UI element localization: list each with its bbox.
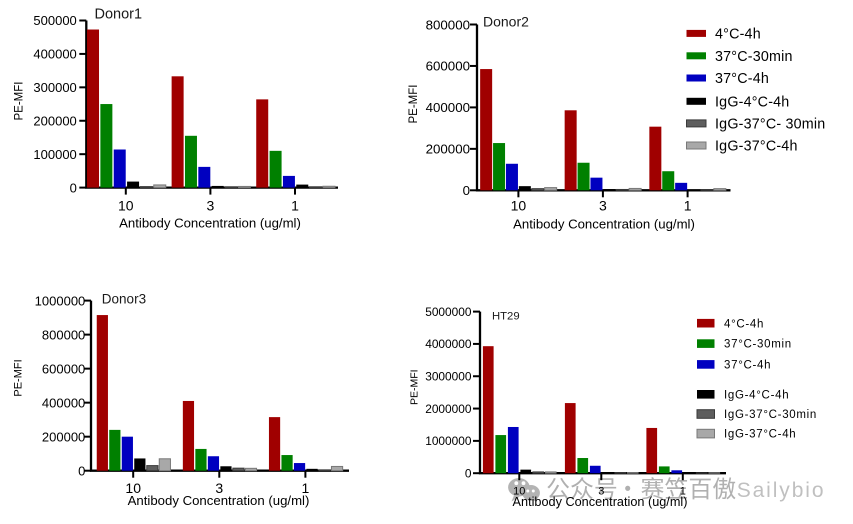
- svg-text:37°C-30min: 37°C-30min: [724, 339, 792, 351]
- svg-text:400000: 400000: [42, 395, 85, 410]
- svg-text:1: 1: [302, 480, 310, 496]
- svg-text:600000: 600000: [42, 361, 85, 376]
- svg-text:37°C-30min: 37°C-30min: [715, 49, 793, 65]
- svg-text:PE-MFI: PE-MFI: [408, 85, 420, 124]
- svg-text:500000: 500000: [33, 13, 76, 28]
- svg-text:4°C-4h: 4°C-4h: [724, 318, 764, 330]
- svg-text:IgG-4°C-4h: IgG-4°C-4h: [715, 94, 789, 110]
- svg-text:IgG-37°C-30min: IgG-37°C-30min: [724, 409, 817, 421]
- svg-text:4°C-4h: 4°C-4h: [715, 27, 761, 43]
- svg-text:400000: 400000: [426, 100, 470, 115]
- svg-text:200000: 200000: [426, 142, 470, 157]
- svg-text:2000000: 2000000: [425, 402, 472, 416]
- svg-text:1000000: 1000000: [425, 434, 472, 448]
- svg-text:Antibody Concentration (ug/ml): Antibody Concentration (ug/ml): [128, 493, 310, 508]
- svg-text:Antibody Concentration (ug/ml): Antibody Concentration (ug/ml): [513, 216, 695, 231]
- svg-text:10: 10: [118, 198, 134, 214]
- svg-text:Donor2: Donor2: [483, 13, 529, 29]
- svg-text:Antibody Concentration (ug/ml): Antibody Concentration (ug/ml): [119, 216, 301, 231]
- svg-text:10: 10: [511, 197, 527, 213]
- svg-text:37°C-4h: 37°C-4h: [724, 360, 771, 372]
- svg-text:IgG-37°C-4h: IgG-37°C-4h: [715, 139, 798, 155]
- svg-text:0: 0: [463, 183, 470, 198]
- svg-text:PE-MFI: PE-MFI: [13, 359, 25, 396]
- svg-text:IgG-4°C-4h: IgG-4°C-4h: [724, 389, 789, 401]
- svg-text:3: 3: [598, 485, 604, 497]
- svg-text:1: 1: [291, 198, 299, 214]
- svg-text:Donor1: Donor1: [95, 7, 143, 23]
- svg-text:600000: 600000: [426, 59, 470, 74]
- svg-text:3: 3: [207, 198, 215, 214]
- svg-text:800000: 800000: [426, 17, 470, 32]
- svg-text:1000000: 1000000: [35, 293, 86, 308]
- svg-text:37°C-4h: 37°C-4h: [715, 71, 769, 87]
- svg-text:3: 3: [215, 480, 223, 496]
- svg-text:10: 10: [125, 480, 141, 496]
- svg-text:0: 0: [465, 466, 472, 480]
- svg-text:PE-MFI: PE-MFI: [408, 369, 420, 405]
- svg-text:3: 3: [599, 197, 607, 213]
- svg-text:100000: 100000: [33, 147, 76, 162]
- svg-text:800000: 800000: [42, 327, 85, 342]
- svg-text:4000000: 4000000: [425, 337, 472, 351]
- svg-text:HT29: HT29: [492, 311, 520, 323]
- svg-text:300000: 300000: [33, 80, 76, 95]
- svg-text:Sailybio: Sailybio: [737, 479, 826, 502]
- svg-text:0: 0: [70, 180, 77, 195]
- svg-text:400000: 400000: [33, 47, 76, 62]
- svg-text:PE-MFI: PE-MFI: [14, 82, 26, 121]
- svg-text:Antibody Concentration (ug/ml): Antibody Concentration (ug/ml): [513, 495, 688, 509]
- svg-text:0: 0: [78, 463, 85, 478]
- svg-text:Donor3: Donor3: [102, 291, 146, 306]
- svg-text:1: 1: [684, 197, 692, 213]
- svg-text:10: 10: [513, 485, 525, 497]
- svg-text:5000000: 5000000: [425, 305, 472, 319]
- svg-text:200000: 200000: [42, 429, 85, 444]
- svg-text:1: 1: [680, 485, 686, 497]
- svg-text:200000: 200000: [33, 113, 76, 128]
- svg-text:3000000: 3000000: [425, 370, 472, 384]
- svg-text:IgG-37°C-4h: IgG-37°C-4h: [724, 429, 796, 441]
- svg-text:IgG-37°C- 30min: IgG-37°C- 30min: [715, 117, 825, 133]
